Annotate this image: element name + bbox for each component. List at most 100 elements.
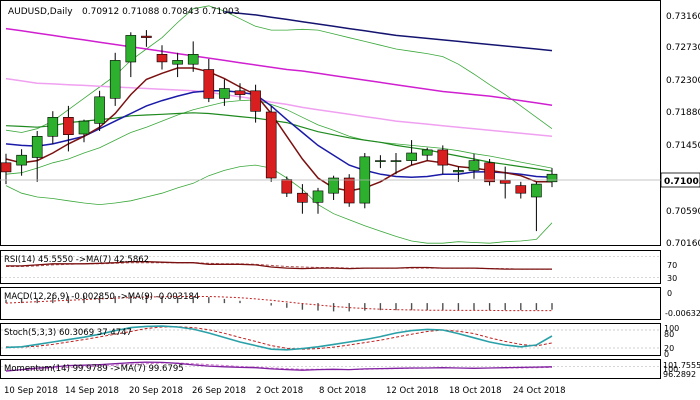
stoch-scale-100: 100	[664, 324, 679, 333]
price-tick: 0.71450	[666, 141, 700, 151]
bull-candle	[531, 181, 542, 232]
candle-body	[546, 173, 558, 183]
candle-body	[375, 160, 386, 162]
candle-body	[437, 149, 449, 166]
ma-navy-line	[224, 11, 553, 52]
candle-body	[125, 35, 137, 63]
momentum-line	[5, 361, 553, 372]
candle-body	[531, 183, 542, 198]
bear-candle	[437, 145, 449, 175]
candle-body	[453, 170, 464, 173]
candle-body	[406, 152, 417, 161]
date-tick: 26 Sep 2018	[192, 386, 246, 396]
candle-body	[203, 69, 215, 99]
macd-histogram	[5, 294, 553, 312]
price-tick: 0.70160	[666, 239, 700, 249]
envelope-bands	[5, 5, 553, 244]
bull-candle	[375, 155, 386, 169]
rsi-line	[6, 261, 552, 270]
bear-candle	[484, 159, 495, 186]
candle-body	[234, 90, 246, 95]
bear-candle	[0, 153, 12, 185]
bull-candle	[187, 41, 199, 72]
date-tick: 10 Sep 2018	[4, 386, 58, 396]
bear-candle	[63, 105, 74, 152]
stoch-scale-0: 0	[664, 350, 669, 359]
momentum-lines	[1, 361, 660, 372]
ma-blue-line	[5, 90, 553, 178]
price-tick: 0.71880	[666, 108, 700, 118]
bull-candle	[94, 90, 105, 131]
price-tick: 0.72300	[666, 76, 700, 86]
candle-body	[250, 90, 261, 112]
macd-scale-low: -0.006325	[665, 309, 700, 318]
stoch-scale-80: 80	[664, 330, 674, 339]
date-tick: 14 Sep 2018	[65, 386, 119, 396]
bull-candle	[172, 52, 183, 78]
current-price-box	[660, 172, 700, 188]
candle-body	[312, 190, 324, 203]
date-tick: 18 Oct 2018	[449, 386, 502, 396]
macd-scale-zero: 0	[667, 289, 672, 298]
bull-candle	[468, 153, 480, 179]
bull-candle	[78, 119, 90, 143]
stoch-label: Stoch(5,3,3) 60.3069 37.4747	[4, 328, 132, 338]
candle-body	[156, 53, 168, 63]
bull-candle	[421, 147, 433, 161]
macd-label: MACD(12,26,9) -0.002850 ->MA(9) -0.00318…	[4, 292, 199, 302]
bull-candle	[125, 32, 137, 78]
bear-candle	[234, 83, 246, 100]
macd-panel[interactable]	[0, 287, 661, 320]
chart-symbol: AUDUSD,Daily	[8, 7, 73, 17]
candle-body	[109, 60, 121, 99]
band-mid-line	[5, 99, 553, 175]
candle-body	[281, 179, 293, 194]
rsi-label: RSI(14) 45.5550 ->MA(7) 42.5862	[4, 255, 149, 265]
band-lower-line	[5, 164, 553, 244]
candle-body	[328, 177, 339, 194]
candle-body	[484, 162, 495, 183]
bull-candle	[406, 140, 417, 166]
candle-body	[187, 53, 199, 65]
candle-body	[94, 96, 105, 124]
candles	[0, 30, 558, 232]
bear-candle	[265, 105, 277, 182]
bear-candle	[297, 184, 308, 214]
bull-candle	[47, 111, 59, 144]
bear-candle	[141, 30, 152, 47]
bull-candle	[546, 168, 558, 188]
candle-body	[219, 88, 230, 99]
date-axis: 10 Sep 2018 14 Sep 2018 20 Sep 2018 26 S…	[4, 386, 566, 396]
date-tick: 8 Oct 2018	[319, 386, 366, 396]
bull-candle	[219, 79, 230, 106]
bull-candle	[109, 52, 121, 106]
price-axis: 0.73160 0.72730 0.72300 0.71880 0.71450 …	[660, 12, 700, 249]
stoch-main-line	[5, 325, 553, 351]
date-tick: 2 Oct 2018	[256, 386, 303, 396]
price-tick: 0.73160	[666, 12, 700, 22]
momentum-label: Momentum(14) 99.9789 ->MA(7) 99.6795	[4, 364, 184, 374]
candle-body	[390, 160, 402, 162]
bull-candle	[390, 153, 402, 175]
rsi-scale-high: 70	[667, 261, 677, 270]
bear-candle	[343, 174, 355, 207]
bear-candle	[156, 45, 168, 70]
chart-ohlc: 0.70912 0.71088 0.70843 0.71003	[82, 7, 239, 17]
date-tick: 12 Oct 2018	[386, 386, 439, 396]
momentum-scale-low: 96.2892	[663, 370, 696, 379]
ma-pink-line	[5, 77, 553, 138]
momentum-scale-high: 101.7555	[663, 361, 700, 370]
stoch-scale-20: 20	[664, 344, 674, 353]
bull-candle	[31, 131, 43, 182]
candle-body	[31, 136, 43, 158]
candle-body	[141, 35, 152, 38]
bear-candle	[250, 84, 261, 123]
stoch-panel[interactable]	[0, 323, 661, 356]
candle-body	[265, 111, 277, 179]
candle-body	[78, 120, 90, 135]
ma-fast-line	[5, 67, 552, 192]
moving-averages	[5, 11, 553, 192]
candle-body	[172, 60, 183, 65]
date-tick: 24 Oct 2018	[513, 386, 566, 396]
